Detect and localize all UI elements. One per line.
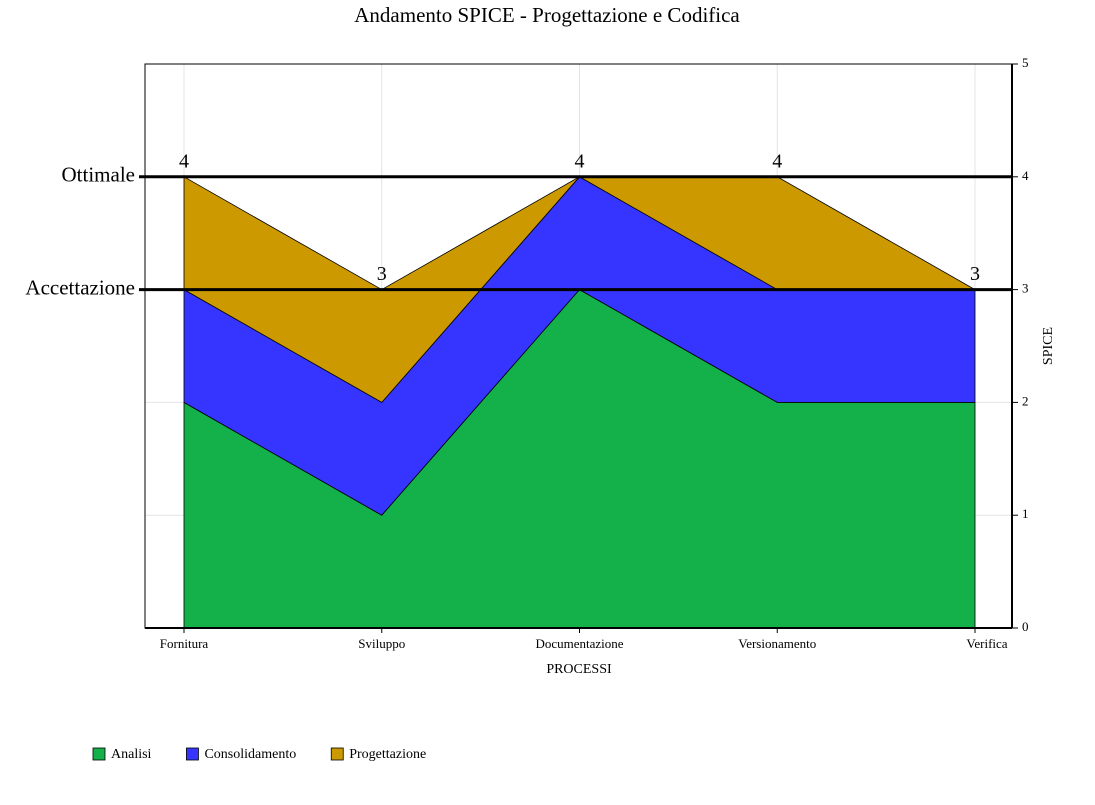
y-tick-label: 1 (1022, 506, 1029, 521)
y-tick-label: 2 (1022, 393, 1029, 408)
y-tick-label: 3 (1022, 281, 1029, 296)
y-tick-label: 4 (1022, 168, 1029, 183)
total-label: 4 (772, 150, 782, 172)
legend-swatch (330, 747, 344, 761)
reference-label: Ottimale (62, 163, 135, 187)
legend-label: Consolidamento (204, 747, 296, 762)
x-tick-label: Verifica (966, 636, 1007, 651)
chart-title: Andamento SPICE - Progettazione e Codifi… (354, 3, 740, 27)
total-label: 3 (970, 263, 980, 285)
legend-label: Progettazione (349, 747, 426, 762)
y-axis-label: SPICE (1041, 327, 1056, 365)
reference-label: Accettazione (25, 275, 135, 299)
total-label: 4 (575, 150, 585, 172)
x-tick-label: Fornitura (160, 636, 209, 651)
total-label: 4 (179, 150, 189, 172)
x-tick-label: Documentazione (535, 636, 623, 651)
x-axis-label: PROCESSI (546, 662, 612, 677)
total-label: 3 (377, 263, 387, 285)
x-tick-label: Sviluppo (358, 636, 405, 651)
x-tick-label: Versionamento (738, 636, 816, 651)
legend-label: Analisi (111, 747, 152, 762)
legend-swatch (92, 747, 106, 761)
y-tick-label: 5 (1022, 55, 1029, 70)
legend-swatch (186, 747, 199, 761)
y-tick-label: 0 (1022, 619, 1029, 634)
